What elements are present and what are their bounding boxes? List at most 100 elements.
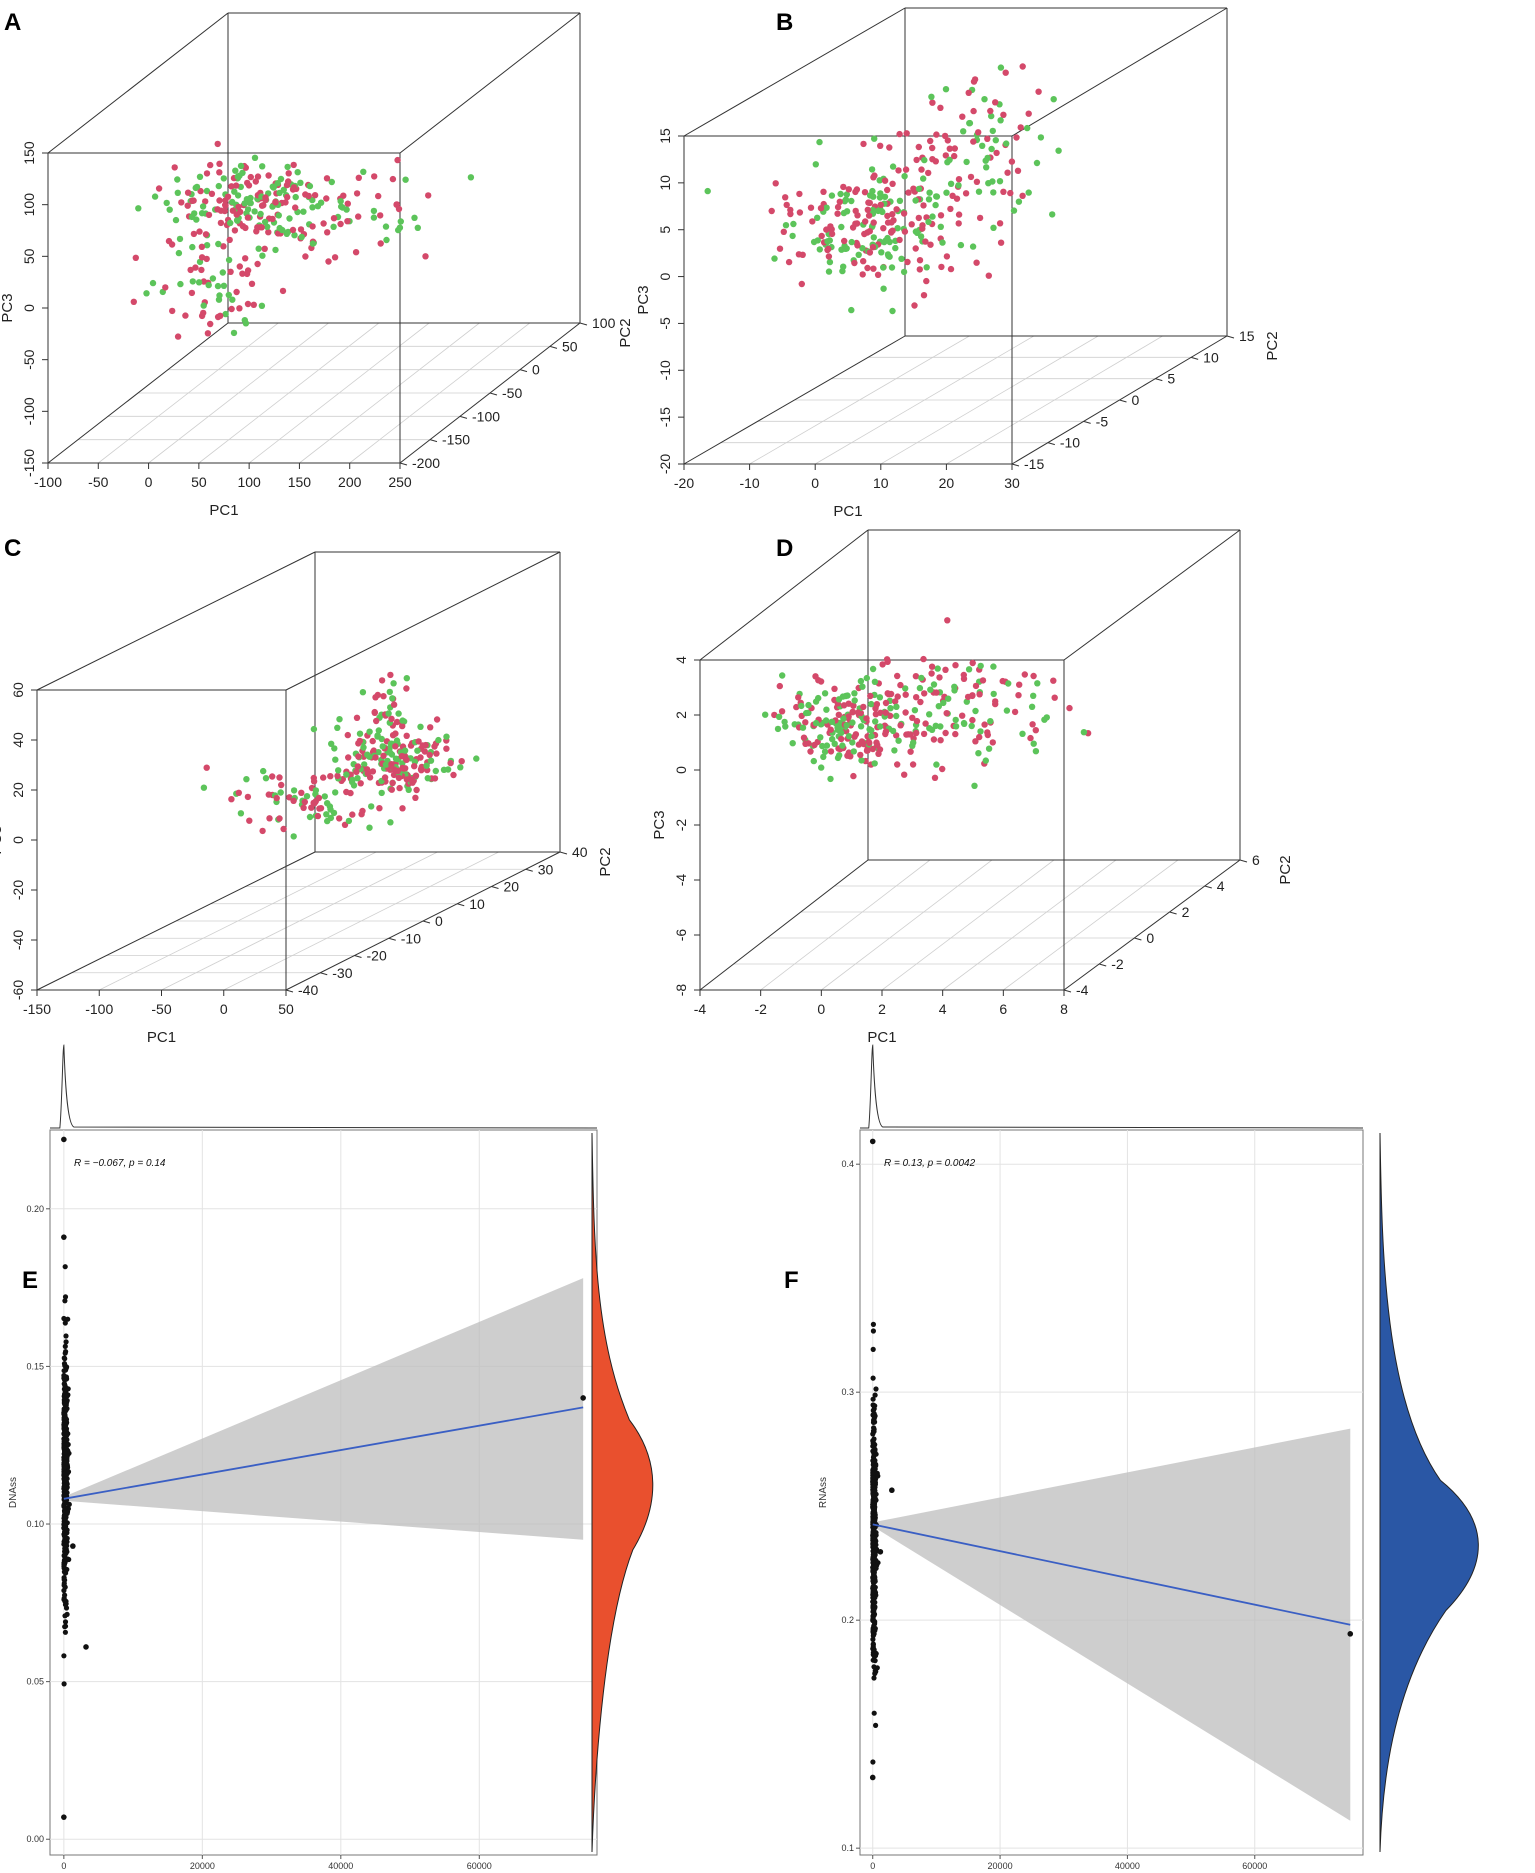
point-low-risk	[1049, 211, 1056, 218]
point-high-risk	[979, 142, 986, 149]
point-low-risk	[834, 210, 841, 217]
point-high-risk	[868, 700, 875, 708]
point-low-risk	[953, 195, 961, 202]
point-high-risk	[1029, 721, 1036, 728]
point-low-risk	[912, 197, 919, 204]
point-high-risk	[389, 175, 397, 183]
point-high-risk	[403, 732, 410, 739]
point-low-risk	[990, 224, 997, 231]
point-low-risk	[443, 745, 450, 752]
y-tick-label: -30	[332, 965, 352, 981]
data-point	[870, 1375, 876, 1381]
point-high-risk	[323, 195, 330, 202]
point-high-risk	[415, 738, 422, 745]
point-high-risk	[967, 173, 975, 181]
point-high-risk	[865, 212, 873, 219]
point-high-risk	[361, 761, 368, 768]
point-low-risk	[320, 774, 327, 781]
z-tick-label: 40	[10, 732, 26, 748]
data-point	[61, 1563, 67, 1569]
x-tick-label: 100	[237, 474, 261, 490]
point-low-risk	[380, 752, 387, 759]
point-low-risk	[443, 733, 450, 740]
point-low-risk	[814, 237, 821, 244]
point-low-risk	[945, 695, 952, 702]
y-tick-label: -15	[1024, 456, 1044, 472]
point-low-risk	[952, 730, 959, 738]
point-high-risk	[789, 232, 796, 240]
confidence-band	[872, 1428, 1351, 1821]
point-high-risk	[912, 673, 920, 680]
data-point	[62, 1384, 68, 1390]
z-tick-label: -4	[673, 874, 689, 887]
point-high-risk	[920, 730, 928, 738]
point-low-risk	[450, 771, 457, 779]
point-low-risk	[988, 112, 995, 120]
point-high-risk	[870, 234, 877, 241]
point-high-risk	[203, 170, 211, 177]
point-high-risk	[776, 682, 783, 690]
x-tick-label: 0	[220, 1001, 228, 1017]
point-high-risk	[328, 740, 335, 747]
point-high-risk	[323, 811, 330, 818]
point-low-risk	[1004, 169, 1011, 176]
data-point	[61, 1681, 67, 1687]
x-tick-label: 20000	[190, 1861, 215, 1871]
point-low-risk	[130, 298, 137, 305]
data-point	[870, 1492, 877, 1498]
data-point	[872, 1658, 878, 1664]
data-point	[62, 1551, 68, 1557]
y-tick-label: -2	[1111, 956, 1124, 972]
data-point	[62, 1463, 68, 1470]
point-low-risk	[952, 716, 959, 724]
point-high-risk	[912, 228, 920, 235]
y-tick-label: 0.20	[26, 1204, 44, 1214]
point-low-risk	[850, 748, 857, 755]
point-high-risk	[886, 253, 893, 260]
point-low-risk	[386, 749, 394, 756]
point-low-risk	[870, 193, 877, 200]
point-high-risk	[885, 691, 892, 698]
y-axis-title: PC2	[1264, 331, 1281, 360]
data-point	[580, 1395, 586, 1401]
point-high-risk	[327, 773, 334, 780]
point-low-risk	[278, 781, 285, 789]
x-tick-label: -50	[88, 474, 108, 490]
point-high-risk	[975, 750, 982, 757]
y-tick-label: -5	[1096, 413, 1109, 429]
data-point	[63, 1556, 69, 1562]
point-low-risk	[889, 211, 896, 218]
point-low-risk	[309, 223, 316, 230]
point-low-risk	[894, 761, 901, 768]
point-high-risk	[392, 730, 399, 737]
point-low-risk	[314, 812, 322, 820]
point-low-risk	[909, 761, 917, 768]
point-low-risk	[257, 210, 264, 218]
point-low-risk	[220, 175, 227, 182]
point-low-risk	[970, 138, 977, 145]
data-point	[62, 1343, 68, 1349]
point-low-risk	[939, 239, 946, 246]
point-low-risk	[393, 737, 401, 744]
y-tick-label: 0.2	[841, 1615, 854, 1625]
data-point	[871, 1458, 877, 1464]
point-high-risk	[294, 169, 301, 176]
point-low-risk	[151, 193, 159, 200]
y-tick-label: -10	[401, 930, 421, 946]
data-point	[870, 1588, 877, 1595]
point-low-risk	[976, 214, 984, 222]
point-low-risk	[857, 751, 864, 759]
point-low-risk	[929, 144, 936, 152]
data-point	[871, 1436, 877, 1442]
point-high-risk	[440, 766, 448, 773]
point-low-risk	[203, 242, 211, 249]
point-low-risk	[405, 786, 412, 793]
z-axis-title: PC3	[0, 293, 16, 322]
point-high-risk	[457, 764, 464, 771]
point-low-risk	[1008, 158, 1016, 165]
point-low-risk	[400, 765, 407, 772]
data-point	[63, 1365, 69, 1371]
point-high-risk	[349, 776, 356, 784]
point-high-risk	[775, 713, 783, 720]
point-high-risk	[306, 813, 314, 821]
